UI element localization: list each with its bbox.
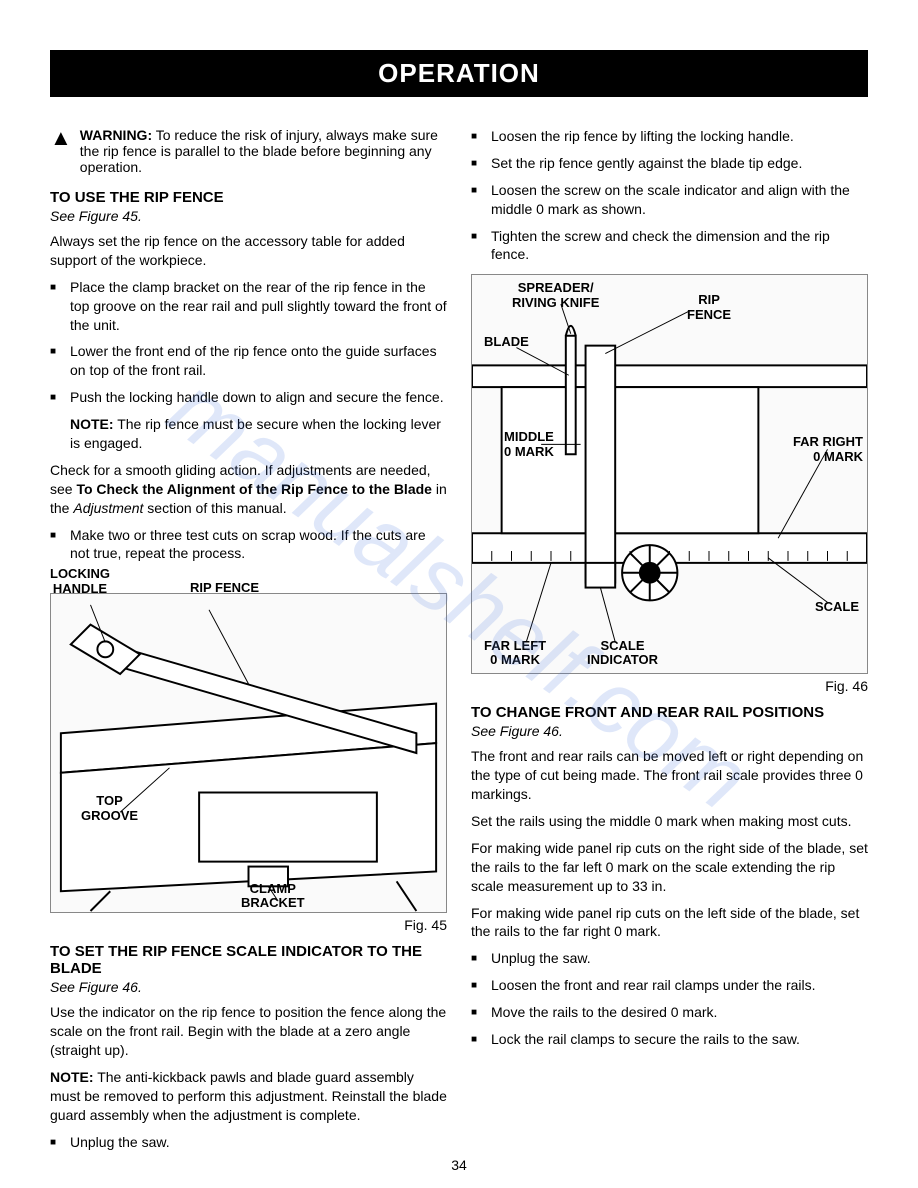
note-label: NOTE: bbox=[70, 416, 114, 432]
list-item: Unplug the saw. bbox=[471, 949, 868, 968]
list-item: Place the clamp bracket on the rear of t… bbox=[50, 278, 447, 335]
list-item: Unplug the saw. bbox=[50, 1133, 447, 1152]
see-figure-46b: See Figure 46. bbox=[471, 723, 868, 739]
paragraph: For making wide panel rip cuts on the ri… bbox=[471, 839, 868, 896]
note-body: The anti-kickback pawls and blade guard … bbox=[50, 1069, 447, 1123]
list-item: Tighten the screw and check the dimensio… bbox=[471, 227, 868, 265]
left-column: ▲ WARNING: To reduce the risk of injury,… bbox=[50, 127, 447, 1160]
note-label: NOTE: bbox=[50, 1069, 94, 1085]
bullet-list: Unplug the saw. Loosen the front and rea… bbox=[471, 949, 868, 1049]
bold-ref: To Check the Alignment of the Rip Fence … bbox=[76, 481, 431, 497]
bullet-list: Make two or three test cuts on scrap woo… bbox=[50, 526, 447, 564]
bullet-list: Loosen the rip fence by lifting the lock… bbox=[471, 127, 868, 264]
heading-set-scale-indicator: TO SET THE RIP FENCE SCALE INDICATOR TO … bbox=[50, 943, 447, 977]
paragraph: Always set the rip fence on the accessor… bbox=[50, 232, 447, 270]
fig46-label-blade: BLADE bbox=[484, 335, 529, 349]
fig46-label-scale-ind: SCALE INDICATOR bbox=[587, 639, 658, 668]
list-item: Make two or three test cuts on scrap woo… bbox=[50, 526, 447, 564]
list-item: Lock the rail clamps to secure the rails… bbox=[471, 1030, 868, 1049]
heading-use-rip-fence: TO USE THE RIP FENCE bbox=[50, 189, 447, 206]
fig46-diagram bbox=[472, 275, 867, 673]
list-item: Loosen the front and rear rail clamps un… bbox=[471, 976, 868, 995]
fig46-caption: Fig. 46 bbox=[471, 678, 868, 694]
warning-triangle-icon: ▲ bbox=[50, 127, 72, 175]
bullet-list: Place the clamp bracket on the rear of t… bbox=[50, 278, 447, 407]
list-item: Set the rip fence gently against the bla… bbox=[471, 154, 868, 173]
list-item: Move the rails to the desired 0 mark. bbox=[471, 1003, 868, 1022]
fig45-caption: Fig. 45 bbox=[50, 917, 447, 933]
two-column-layout: ▲ WARNING: To reduce the risk of injury,… bbox=[50, 127, 868, 1160]
fig46-label-rip-fence: RIP FENCE bbox=[687, 293, 731, 322]
note: NOTE: The rip fence must be secure when … bbox=[50, 415, 447, 453]
fig46-label-middle0: MIDDLE 0 MARK bbox=[504, 430, 554, 459]
fig46-label-far-left0: FAR LEFT 0 MARK bbox=[484, 639, 546, 668]
see-figure-46: See Figure 46. bbox=[50, 979, 447, 995]
section-banner: OPERATION bbox=[50, 50, 868, 97]
italic-ref: Adjustment bbox=[73, 500, 143, 516]
bullet-list: Unplug the saw. bbox=[50, 1133, 447, 1152]
warning-block: ▲ WARNING: To reduce the risk of injury,… bbox=[50, 127, 447, 175]
see-figure-45: See Figure 45. bbox=[50, 208, 447, 224]
fig45-label-locking-handle: LOCKING HANDLE bbox=[50, 567, 110, 596]
note-body: The rip fence must be secure when the lo… bbox=[70, 416, 441, 451]
list-item: Lower the front end of the rip fence ont… bbox=[50, 342, 447, 380]
warning-label: WARNING: bbox=[80, 127, 152, 143]
fig46-label-scale: SCALE bbox=[815, 600, 859, 614]
fig45-label-clamp-bracket: CLAMP BRACKET bbox=[241, 882, 305, 911]
paragraph: Check for a smooth gliding action. If ad… bbox=[50, 461, 447, 518]
paragraph: The front and rear rails can be moved le… bbox=[471, 747, 868, 804]
paragraph: Set the rails using the middle 0 mark wh… bbox=[471, 812, 868, 831]
note: NOTE: The anti-kickback pawls and blade … bbox=[50, 1068, 447, 1125]
fig45-diagram bbox=[51, 594, 446, 912]
text: section of this manual. bbox=[143, 500, 286, 516]
page-number: 34 bbox=[0, 1157, 918, 1173]
figure-46: SPREADER/ RIVING KNIFE RIP FENCE BLADE M… bbox=[471, 274, 868, 674]
heading-change-rails: TO CHANGE FRONT AND REAR RAIL POSITIONS bbox=[471, 704, 868, 721]
list-item: Loosen the rip fence by lifting the lock… bbox=[471, 127, 868, 146]
list-item: Push the locking handle down to align an… bbox=[50, 388, 447, 407]
warning-text: WARNING: To reduce the risk of injury, a… bbox=[80, 127, 447, 175]
paragraph: For making wide panel rip cuts on the le… bbox=[471, 904, 868, 942]
list-item: Loosen the screw on the scale indicator … bbox=[471, 181, 868, 219]
right-column: Loosen the rip fence by lifting the lock… bbox=[471, 127, 868, 1160]
fig46-label-spreader: SPREADER/ RIVING KNIFE bbox=[512, 281, 599, 310]
figure-45: TOP GROOVE CLAMP BRACKET bbox=[50, 593, 447, 913]
paragraph: Use the indicator on the rip fence to po… bbox=[50, 1003, 447, 1060]
fig45-label-top-groove: TOP GROOVE bbox=[81, 794, 138, 823]
fig46-label-far-right0: FAR RIGHT 0 MARK bbox=[793, 435, 863, 464]
